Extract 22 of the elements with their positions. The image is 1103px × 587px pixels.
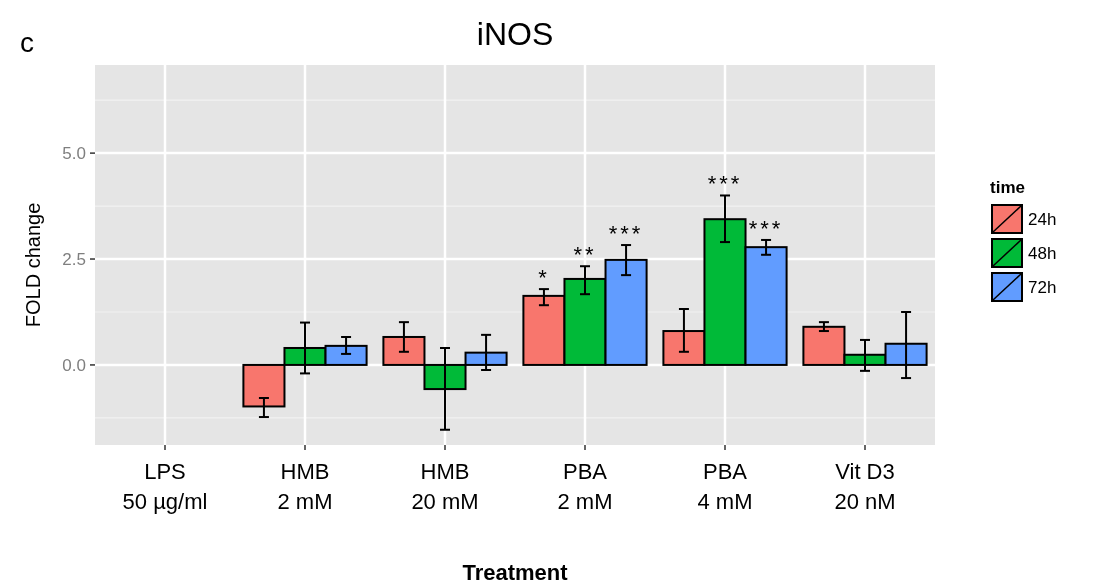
y-axis-title: FOLD change [22,202,44,328]
y-tick-label: 2.5 [62,249,86,269]
data-label: ** [573,242,597,268]
x-tick-label: HMB 2 mM [277,459,333,514]
x-tick-label: Vit D3 20 nM [834,459,896,514]
y-tick-label: 5.0 [62,144,86,164]
x-tick-label: PBA 4 mM [697,459,753,514]
x-tick-label: HMB 20 mM [411,459,479,514]
text: c [20,27,34,58]
data-label: *** [707,171,743,197]
data-label: *** [608,221,644,247]
chart-title: iNOS [476,16,554,52]
legend-label: 72h [1028,277,1057,297]
data-label: * [538,265,550,291]
y-tick-label: 0.0 [62,355,86,375]
legend-label: 24h [1028,209,1057,229]
legend-title: time [990,178,1025,197]
legend-label: 48h [1028,243,1057,263]
data-label: *** [748,215,784,241]
x-tick-label: PBA 2 mM [557,459,613,514]
x-tick-label: LPS 50 µg/ml [122,459,208,514]
x-axis-title: Treatment [462,560,569,585]
